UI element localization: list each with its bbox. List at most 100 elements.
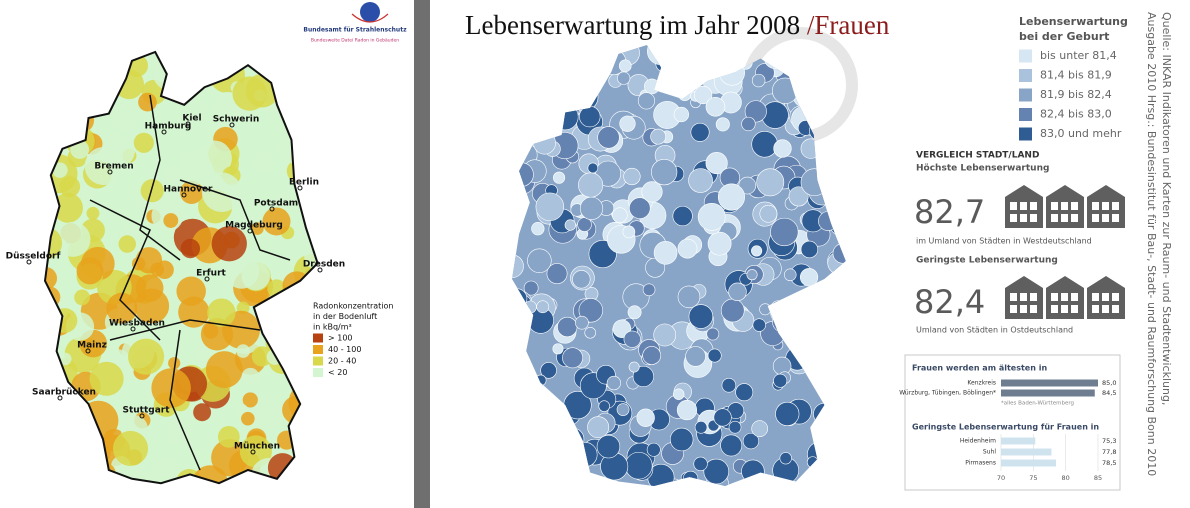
bar-category: Kenzkreis xyxy=(967,380,996,387)
map-patch xyxy=(106,292,138,324)
house-window xyxy=(1051,202,1058,210)
district xyxy=(728,282,747,302)
value-label: 78,5 xyxy=(1102,459,1116,467)
district xyxy=(612,207,628,223)
house-window xyxy=(1071,293,1078,301)
house-window xyxy=(1061,202,1068,210)
house-window xyxy=(1112,293,1119,301)
district xyxy=(653,241,678,265)
district xyxy=(788,186,809,207)
bar-category: Suhl xyxy=(983,449,996,456)
legend-title: Lebenserwartung xyxy=(1019,15,1128,28)
map-patch xyxy=(55,221,91,257)
city-dot xyxy=(250,449,256,455)
lowest-label: Geringste Lebenserwartung xyxy=(916,256,1058,266)
house-window xyxy=(1092,305,1099,313)
district xyxy=(676,399,698,421)
map-patch xyxy=(133,132,154,153)
district xyxy=(677,238,698,259)
district xyxy=(673,106,690,123)
district xyxy=(642,346,662,365)
map-patch xyxy=(275,193,292,209)
district xyxy=(721,377,737,393)
map-patch xyxy=(242,392,258,408)
city-dot xyxy=(269,206,275,212)
source: Quelle: INKAR Indikatoren und Karten zur… xyxy=(1160,12,1173,405)
house-window xyxy=(1020,202,1027,210)
map-patch xyxy=(211,439,249,477)
district xyxy=(741,116,756,132)
district xyxy=(742,432,760,450)
district xyxy=(693,456,708,471)
map-patch xyxy=(52,162,68,178)
title: Lebenserwartung im Jahr 2008 /Frauen xyxy=(465,10,890,40)
state-border xyxy=(139,94,181,261)
house-window xyxy=(1112,202,1119,210)
map-patch xyxy=(118,235,136,253)
x-tick-label: 85 xyxy=(1094,474,1102,482)
district xyxy=(707,231,732,256)
city-dot xyxy=(247,228,253,234)
city-label: Saarbrücken xyxy=(32,388,96,398)
district xyxy=(587,162,599,174)
district xyxy=(629,197,651,219)
district xyxy=(650,128,667,145)
legend-title: in kBq/m³ xyxy=(313,323,352,332)
logo-swoosh xyxy=(351,13,389,23)
legend-title: Radonkonzentration xyxy=(313,302,393,311)
map-patch xyxy=(180,238,201,259)
city-dot xyxy=(181,192,187,198)
legend-label: 20 - 40 xyxy=(328,357,356,366)
district xyxy=(756,168,785,197)
house-window xyxy=(1102,214,1109,222)
map-patch xyxy=(52,192,83,223)
house-window xyxy=(1112,214,1119,222)
value-label: 85,0 xyxy=(1102,379,1116,387)
legend-label: 82,4 bis 83,0 xyxy=(1040,108,1112,121)
legend-label: < 20 xyxy=(328,368,347,377)
map-patch xyxy=(179,156,209,186)
map-patch xyxy=(89,361,124,396)
district xyxy=(632,365,654,388)
bar xyxy=(1001,389,1095,397)
city-label: Berlin xyxy=(289,178,319,188)
house-window xyxy=(1051,293,1058,301)
map-patch xyxy=(164,418,192,445)
map-patch xyxy=(253,398,285,430)
city-dot xyxy=(85,348,91,354)
comparison-title: VERGLEICH STADT/LAND xyxy=(916,151,1039,161)
district xyxy=(575,315,589,330)
map-patch xyxy=(211,226,247,262)
legend-swatch xyxy=(1019,69,1032,82)
city-label: Wiesbaden xyxy=(109,319,165,329)
value-label: 77,8 xyxy=(1102,448,1116,456)
map-patch xyxy=(232,76,267,111)
city-label: Schwerin xyxy=(213,115,260,125)
house-window xyxy=(1102,293,1109,301)
district xyxy=(685,346,706,367)
district xyxy=(694,85,713,105)
map-patch xyxy=(155,260,174,280)
map-patch xyxy=(147,457,185,484)
map-patch xyxy=(236,344,250,358)
district xyxy=(672,205,693,227)
district xyxy=(720,298,745,323)
bar xyxy=(1001,448,1052,456)
map-patch xyxy=(178,296,210,328)
district xyxy=(622,225,636,239)
map-patch xyxy=(138,92,157,112)
city-label: München xyxy=(234,442,280,452)
map-patch xyxy=(84,146,123,186)
agency: Bundesamt für Strahlenschutz xyxy=(303,27,407,34)
highest-value: 82,7 xyxy=(914,193,985,231)
house-window xyxy=(1030,293,1037,301)
district xyxy=(562,347,583,369)
district xyxy=(800,240,819,259)
district xyxy=(553,171,566,184)
district xyxy=(751,420,769,437)
legend-swatch xyxy=(313,333,323,343)
district xyxy=(751,131,778,158)
district xyxy=(759,204,778,223)
city-dot xyxy=(317,267,323,273)
